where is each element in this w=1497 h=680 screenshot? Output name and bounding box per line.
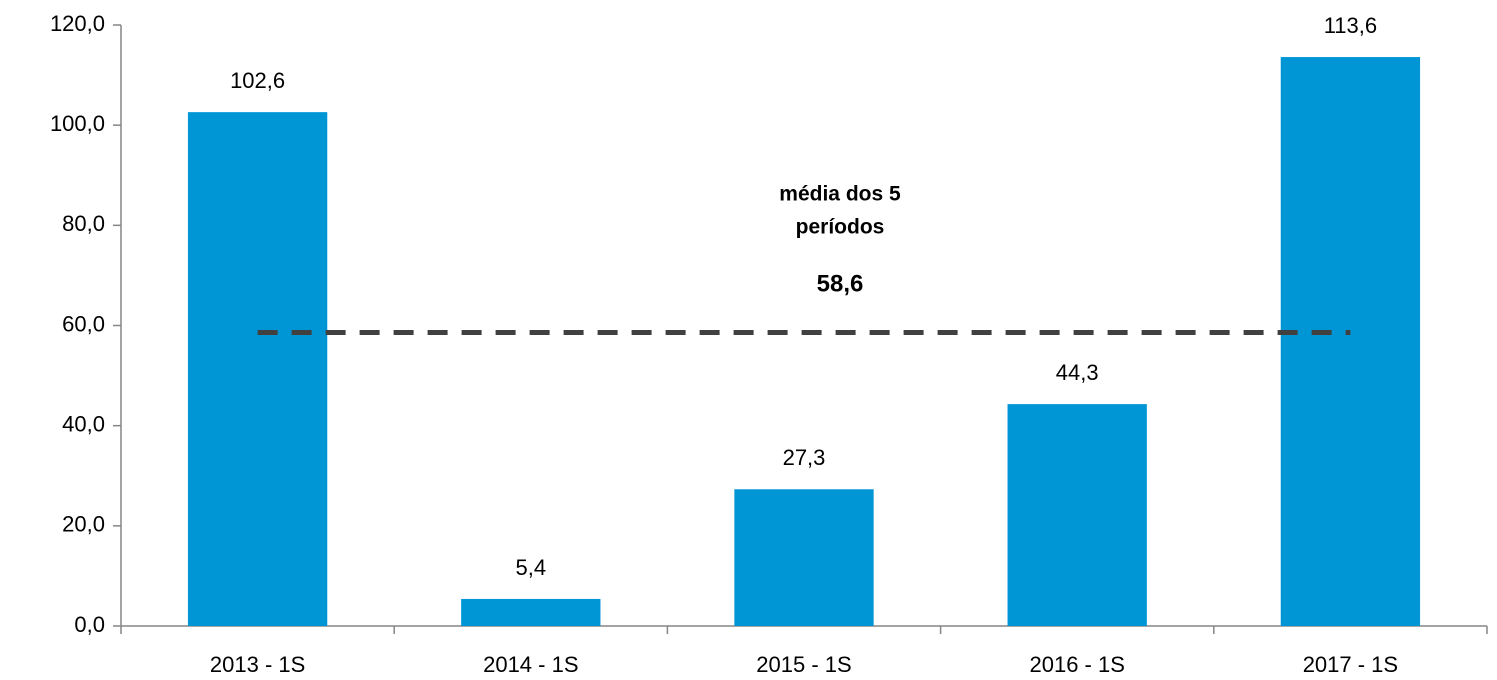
value-label: 113,6 — [1324, 13, 1377, 38]
bar — [734, 489, 874, 626]
y-tick-label: 60,0 — [62, 311, 105, 336]
y-tick-label: 20,0 — [62, 512, 105, 537]
annotation: períodos — [796, 216, 885, 239]
value-label: 44,3 — [1056, 360, 1099, 385]
bar — [187, 112, 328, 626]
x-tick-label: 2017 - 1S — [1303, 652, 1398, 677]
x-tick-label: 2013 - 1S — [210, 652, 305, 677]
value-label: 102,6 — [230, 68, 285, 93]
x-tick-label: 2014 - 1S — [483, 652, 578, 677]
bar — [1280, 57, 1421, 626]
annotation: média dos 5 — [779, 183, 901, 206]
y-tick-label: 80,0 — [62, 211, 105, 236]
bar — [1007, 404, 1147, 626]
x-tick-label: 2016 - 1S — [1029, 652, 1124, 677]
average-label: 58,6 — [817, 270, 864, 297]
value-label: 27,3 — [783, 445, 826, 470]
bar — [461, 598, 601, 626]
y-tick-label: 0,0 — [74, 612, 105, 637]
value-label: 5,4 — [516, 555, 547, 580]
y-tick-label: 100,0 — [50, 111, 105, 136]
x-tick-label: 2015 - 1S — [756, 652, 851, 677]
y-tick-label: 120,0 — [50, 11, 105, 36]
y-tick-label: 40,0 — [62, 411, 105, 436]
